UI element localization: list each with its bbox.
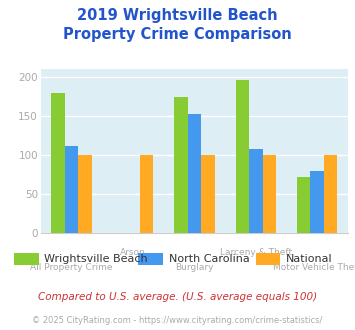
Text: Compared to U.S. average. (U.S. average equals 100): Compared to U.S. average. (U.S. average … (38, 292, 317, 302)
Text: All Property Crime: All Property Crime (30, 263, 113, 272)
Bar (140, 155, 153, 233)
Text: North Carolina: North Carolina (169, 254, 249, 264)
Text: © 2025 CityRating.com - https://www.cityrating.com/crime-statistics/: © 2025 CityRating.com - https://www.city… (32, 316, 323, 325)
Text: Arson: Arson (120, 248, 146, 257)
Bar (297, 177, 310, 233)
Bar (51, 93, 65, 233)
Bar (78, 155, 92, 233)
Text: Burglary: Burglary (175, 263, 214, 272)
Bar (249, 149, 263, 233)
Text: Motor Vehicle Theft: Motor Vehicle Theft (273, 263, 355, 272)
Bar (324, 155, 338, 233)
Text: 2019 Wrightsville Beach
Property Crime Comparison: 2019 Wrightsville Beach Property Crime C… (63, 8, 292, 42)
Text: National: National (286, 254, 332, 264)
Bar (174, 97, 187, 233)
Bar (187, 115, 201, 233)
Bar (310, 171, 324, 233)
Bar (201, 155, 215, 233)
Bar (263, 155, 276, 233)
Text: Larceny & Theft: Larceny & Theft (220, 248, 292, 257)
Bar (65, 146, 78, 233)
Bar (235, 80, 249, 233)
Text: Wrightsville Beach: Wrightsville Beach (44, 254, 148, 264)
